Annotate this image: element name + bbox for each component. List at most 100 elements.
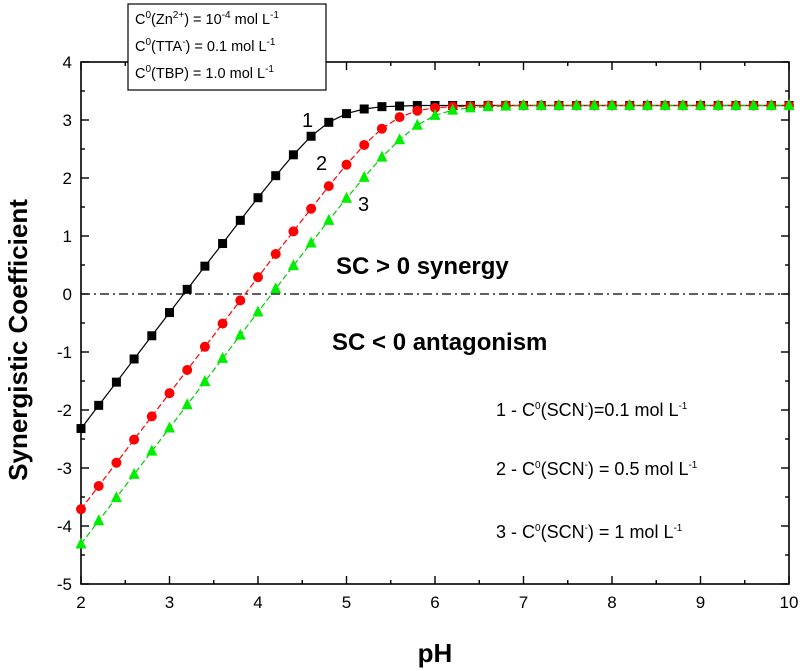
marker-series-2 [93, 480, 104, 491]
marker-series-2 [306, 203, 317, 214]
marker-series-1 [306, 131, 316, 141]
marker-series-2 [253, 272, 263, 283]
marker-series-2 [270, 248, 281, 259]
x-tick-label: 5 [342, 593, 351, 612]
marker-series-3 [164, 421, 175, 433]
marker-series-2 [288, 226, 299, 237]
y-tick-label: 3 [63, 111, 72, 130]
y-tick-label: -4 [57, 517, 72, 536]
marker-series-3 [181, 398, 193, 410]
marker-series-3 [588, 99, 600, 110]
marker-series-2 [164, 388, 175, 399]
marker-series-1 [288, 150, 298, 160]
marker-series-3 [234, 328, 246, 340]
conditions-box [127, 3, 327, 91]
marker-series-1 [412, 101, 422, 110]
marker-series-2 [341, 159, 352, 170]
marker-series-3 [447, 103, 459, 115]
marker-series-3 [606, 99, 618, 110]
marker-series-1 [359, 104, 369, 114]
marker-series-2 [376, 123, 387, 134]
marker-series-2 [199, 341, 210, 352]
marker-series-3 [641, 99, 653, 110]
axis-ticks [80, 61, 790, 585]
marker-series-2 [217, 318, 228, 329]
series-line-2 [80, 104, 789, 510]
marker-series-3 [624, 99, 636, 110]
marker-series-1 [200, 261, 210, 271]
condition-tbp: C0(TBP) = 1.0 mol L-1 [135, 64, 274, 82]
legend-entry-1: 1 - C0(SCN-)=0.1 mol L-1 [496, 400, 688, 420]
marker-series-1 [271, 171, 281, 181]
marker-series-2 [129, 434, 140, 445]
series-markers [75, 99, 795, 549]
y-tick-label: 4 [63, 53, 72, 72]
marker-series-3 [500, 99, 512, 111]
marker-series-3 [748, 99, 760, 110]
plot-frame [80, 61, 790, 585]
marker-series-2 [146, 411, 157, 422]
marker-series-2 [235, 295, 246, 306]
x-tick-label: 10 [780, 593, 799, 612]
marker-series-3 [394, 133, 406, 145]
marker-series-1 [147, 331, 157, 341]
marker-series-2 [323, 181, 334, 192]
x-tick-label: 6 [430, 593, 439, 612]
marker-series-3 [110, 491, 122, 503]
y-tick-label: -1 [57, 343, 72, 362]
marker-series-1 [218, 239, 228, 249]
marker-series-1 [129, 354, 139, 364]
y-tick-label: 2 [63, 169, 72, 188]
marker-series-2 [394, 112, 405, 123]
condition-tta: C0(TTA-) = 0.1 mol L-1 [135, 37, 276, 55]
x-axis-title: pH [418, 638, 453, 668]
marker-series-3 [252, 305, 264, 317]
marker-series-1 [182, 284, 192, 294]
marker-series-2 [111, 457, 122, 468]
x-tick-label: 7 [519, 593, 528, 612]
y-tick-labels: 4 3 2 1 0 -1 -2 -3 -4 -5 [57, 53, 72, 594]
y-tick-label: 1 [63, 227, 72, 246]
marker-series-1 [342, 109, 351, 119]
marker-series-2 [76, 504, 86, 515]
curve-label-3: 3 [358, 194, 369, 216]
marker-series-1 [395, 101, 405, 111]
x-tick-labels: 2 3 4 5 6 7 8 9 10 [76, 593, 798, 612]
x-tick-label: 2 [76, 593, 85, 612]
synergy-label: SC > 0 synergy [336, 253, 509, 280]
marker-series-1 [253, 193, 263, 203]
marker-series-3 [411, 118, 423, 130]
x-tick-label: 4 [253, 593, 262, 612]
marker-series-2 [430, 102, 440, 113]
marker-series-1 [76, 424, 86, 434]
marker-series-3 [323, 213, 335, 225]
marker-series-3 [429, 108, 441, 120]
x-tick-label: 8 [607, 593, 616, 612]
marker-series-3 [376, 150, 388, 162]
condition-zn: C0(Zn2+) = 10-4 mol L-1 [135, 10, 279, 28]
curve-label-1: 1 [302, 110, 313, 132]
marker-series-3 [482, 100, 494, 112]
x-tick-label: 9 [696, 593, 705, 612]
y-tick-label: -5 [57, 575, 72, 594]
marker-series-3 [93, 514, 105, 526]
marker-series-3 [695, 99, 706, 110]
curve-label-2: 2 [316, 153, 327, 175]
marker-series-2 [412, 105, 423, 116]
marker-series-3 [199, 375, 211, 387]
marker-series-3 [553, 99, 565, 110]
marker-series-2 [182, 364, 193, 375]
marker-series-3 [677, 99, 689, 110]
marker-series-1 [165, 308, 174, 318]
marker-series-3 [712, 99, 724, 110]
legend-entry-2: 2 - C0(SCN-) = 0.5 mol L-1 [496, 459, 698, 479]
marker-series-3 [287, 259, 299, 271]
marker-series-1 [324, 117, 334, 127]
antagonism-label: SC < 0 antagonism [332, 329, 547, 356]
marker-series-1 [235, 215, 245, 225]
marker-series-1 [111, 377, 121, 387]
marker-series-3 [730, 99, 742, 110]
y-tick-label: -3 [57, 459, 72, 478]
marker-series-3 [75, 537, 87, 549]
